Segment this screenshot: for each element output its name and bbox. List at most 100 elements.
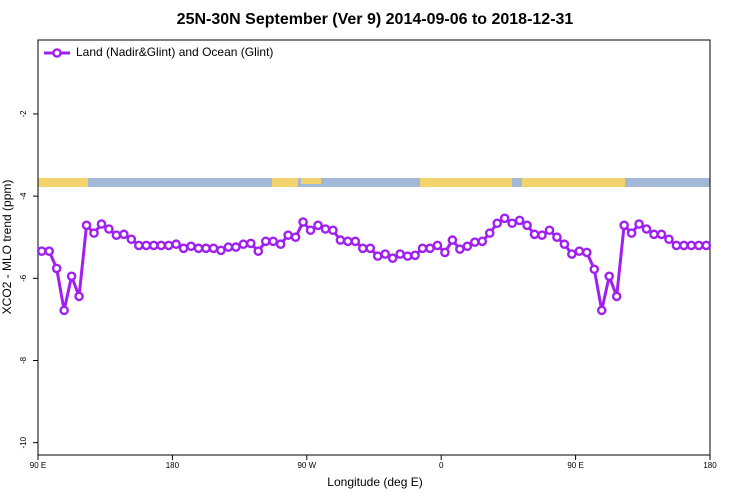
point — [178, 243, 189, 254]
point — [596, 305, 607, 316]
point — [283, 230, 293, 240]
y-tick-label: -6 — [19, 274, 28, 282]
point — [626, 228, 637, 238]
point — [455, 244, 465, 254]
x-tick-label: 180 — [166, 461, 180, 470]
point — [574, 246, 585, 256]
point — [81, 220, 92, 231]
x-axis-label: Longitude (deg E) — [327, 475, 422, 489]
point — [492, 218, 503, 229]
point — [432, 240, 443, 251]
point — [36, 246, 47, 256]
point — [208, 243, 219, 254]
x-tick-label: 90 E — [30, 461, 46, 470]
point — [163, 240, 174, 251]
point — [253, 246, 264, 256]
legend-marker — [52, 48, 62, 58]
legend-label: Land (Nadir&Glint) and Ocean (Glint) — [76, 45, 273, 59]
point — [89, 228, 99, 238]
point — [567, 249, 577, 259]
x-tick-label: 90 E — [567, 461, 583, 470]
point — [372, 251, 383, 261]
point — [96, 219, 107, 229]
point — [290, 232, 301, 243]
point — [425, 243, 435, 254]
point — [51, 263, 62, 274]
point — [260, 236, 271, 247]
point — [193, 243, 204, 254]
point — [462, 241, 473, 252]
point — [641, 224, 652, 234]
point — [148, 240, 159, 251]
point — [343, 236, 353, 247]
point — [664, 234, 674, 245]
point — [216, 245, 226, 256]
point — [245, 238, 256, 249]
point — [104, 224, 114, 234]
point — [335, 235, 346, 245]
land-ocean-strip — [38, 178, 710, 187]
point — [447, 235, 458, 245]
point — [402, 251, 413, 261]
point — [111, 230, 122, 240]
point — [649, 229, 659, 240]
x-tick-label: 0 — [439, 461, 444, 470]
point — [44, 246, 55, 256]
point — [440, 247, 450, 258]
point — [544, 225, 555, 236]
point — [589, 264, 600, 275]
point — [357, 243, 368, 254]
point — [484, 228, 495, 238]
point — [671, 240, 682, 251]
point — [223, 242, 234, 252]
point — [499, 213, 510, 224]
point — [410, 250, 420, 261]
point — [507, 218, 517, 229]
point — [582, 247, 592, 258]
point — [238, 239, 249, 250]
point — [305, 225, 316, 236]
point — [559, 239, 570, 250]
chart-title: 25N-30N September (Ver 9) 2014-09-06 to … — [177, 11, 574, 28]
point — [656, 229, 667, 240]
y-tick-label: -4 — [19, 192, 28, 200]
point — [119, 229, 129, 240]
point — [611, 291, 622, 302]
point — [634, 219, 644, 229]
point — [679, 240, 689, 251]
point — [537, 230, 547, 240]
point — [387, 253, 398, 263]
point — [126, 234, 137, 245]
y-tick-label: -10 — [19, 436, 28, 448]
point — [514, 215, 525, 226]
point — [66, 271, 77, 282]
point — [604, 271, 615, 282]
point — [477, 236, 488, 247]
point — [395, 249, 405, 259]
point — [529, 229, 540, 240]
point — [320, 224, 331, 234]
point — [156, 240, 166, 251]
point — [380, 249, 391, 259]
point — [619, 220, 629, 231]
point — [74, 291, 84, 302]
y-tick-label: -8 — [19, 356, 28, 364]
point — [298, 217, 308, 227]
point — [201, 243, 211, 254]
point — [469, 237, 480, 247]
point — [141, 240, 152, 251]
point — [186, 241, 196, 252]
point — [313, 220, 323, 231]
y-tick-label: -2 — [19, 110, 28, 118]
point — [59, 305, 69, 316]
point — [268, 236, 279, 247]
point — [694, 240, 704, 251]
y-axis-label: XCO2 - MLO trend (ppm) — [0, 180, 14, 315]
point — [552, 232, 562, 243]
x-tick-label: 180 — [703, 461, 717, 470]
series-line — [41, 216, 707, 312]
x-tick-label: 90 W — [297, 461, 316, 470]
point — [686, 240, 697, 251]
point — [231, 242, 241, 252]
